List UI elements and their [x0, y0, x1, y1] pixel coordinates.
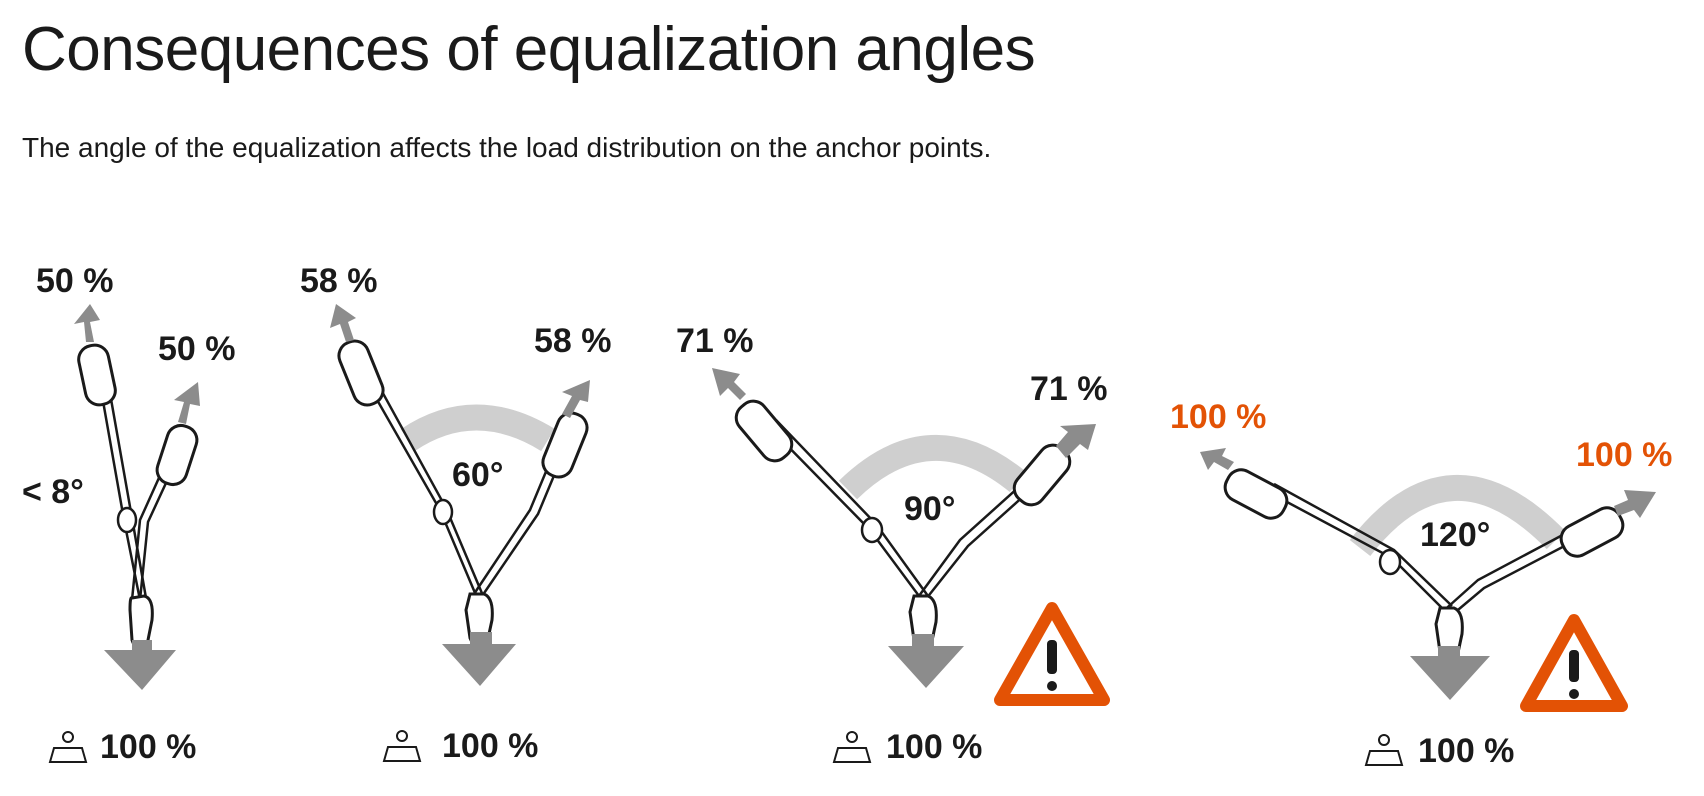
scenario-4: 100 % 100 % 120° 100 % — [1170, 398, 1672, 770]
load-arrow — [562, 380, 590, 418]
right-load-label: 50 % — [158, 330, 236, 368]
load-arrow — [712, 368, 746, 400]
carabiner — [1559, 506, 1625, 558]
bottom-load-label: 100 % — [1418, 732, 1514, 770]
angle-arc — [838, 434, 1027, 500]
carabiner — [541, 411, 589, 479]
carabiner — [337, 339, 385, 407]
weight-icon — [1364, 734, 1404, 766]
carabiner — [77, 343, 117, 407]
load-arrow — [1410, 646, 1490, 700]
carabiner — [734, 399, 794, 463]
load-arrow — [174, 382, 200, 424]
scenario-2: 58 % 58 % 60° 100 % — [300, 262, 612, 765]
left-load-label: 71 % — [676, 322, 754, 360]
scenario-1: 50 % 50 % < 8° 100 % — [22, 262, 236, 766]
bottom-load-label: 100 % — [442, 727, 538, 765]
carabiner — [155, 423, 199, 487]
load-arrow — [1056, 424, 1096, 458]
angle-arc — [1349, 474, 1566, 557]
bottom-load-label: 100 % — [100, 728, 196, 766]
angle-label: < 8° — [22, 473, 84, 511]
scenario-3: 71 % 71 % 90° 100 % — [676, 322, 1110, 766]
angle-label: 120° — [1420, 516, 1490, 554]
left-load-label: 58 % — [300, 262, 378, 300]
load-arrow — [1614, 490, 1656, 518]
knot — [1378, 548, 1402, 576]
page-subtitle: The angle of the equalization affects th… — [22, 132, 992, 163]
load-arrow — [330, 304, 356, 342]
load-arrow — [74, 304, 100, 342]
angle-arc — [400, 404, 555, 452]
angle-label: 60° — [452, 456, 503, 494]
angle-label: 90° — [904, 490, 955, 528]
load-arrow — [442, 632, 516, 686]
warning-icon — [994, 602, 1110, 706]
weight-icon — [832, 731, 872, 763]
bottom-load-label: 100 % — [886, 728, 982, 766]
load-arrow — [1200, 448, 1234, 470]
right-load-label: 100 % — [1576, 436, 1672, 474]
carabiner — [1223, 468, 1289, 520]
right-load-label: 71 % — [1030, 370, 1108, 408]
right-load-label: 58 % — [534, 322, 612, 360]
knot — [860, 516, 884, 544]
load-arrow — [888, 634, 964, 688]
left-load-label: 50 % — [36, 262, 114, 300]
weight-icon — [48, 731, 88, 763]
knot — [116, 506, 138, 534]
warning-icon — [1520, 614, 1628, 712]
weight-icon — [382, 730, 422, 762]
page-title: Consequences of equalization angles — [22, 15, 1036, 84]
load-arrow — [104, 640, 176, 690]
left-load-label: 100 % — [1170, 398, 1266, 436]
knot — [432, 498, 454, 526]
